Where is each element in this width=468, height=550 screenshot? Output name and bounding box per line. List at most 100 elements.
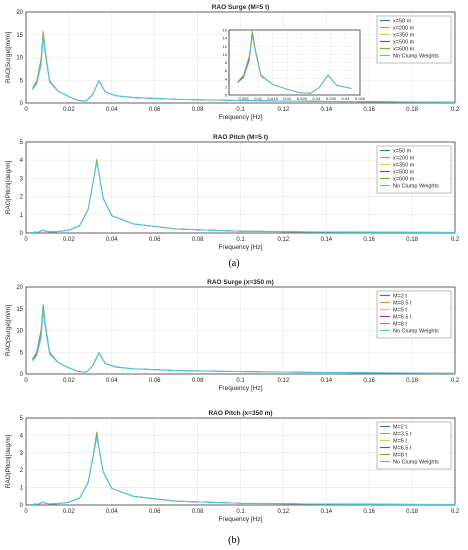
x-tick-label: 0.1 <box>236 107 245 113</box>
legend-entry: M=6.5 t <box>393 446 412 452</box>
y-tick-label: 15 <box>16 307 23 313</box>
x-tick-label: 0.08 <box>192 107 204 113</box>
chart-title: RAO Surge (x=350 m) <box>207 279 274 286</box>
y-tick-label: 5 <box>20 416 24 422</box>
y-tick-label: 5 <box>20 140 24 146</box>
legend-entry: No Clump Weights <box>393 184 439 190</box>
legend-entry: x=50 m <box>393 19 412 25</box>
legend-entry: x=350 m <box>393 33 415 39</box>
x-axis-label: Frequency [Hz] <box>218 114 262 121</box>
x-tick-label: 0.14 <box>320 107 332 113</box>
legend-entry: x=50 m <box>393 149 412 155</box>
inset-y-tick-label: 12 <box>223 44 228 49</box>
x-tick-label: 0.02 <box>63 378 75 384</box>
chart-3: RAO Surge (x=350 m) 0 0.02 0.04 0.06 0.08 0.1 0… <box>5 279 460 392</box>
inset-y-tick-label: 10 <box>223 52 228 57</box>
x-tick-label: 0.06 <box>149 107 161 113</box>
x-axis-label: Frequency [Hz] <box>218 244 262 251</box>
legend-entry: No Clump Weights <box>393 329 439 335</box>
chart-title: RAO Pitch (M=5 t) <box>213 134 268 141</box>
plot-frame <box>25 141 456 234</box>
legend-entry: M=6.5 t <box>393 315 412 321</box>
x-tick-label: 0.04 <box>106 237 118 243</box>
legend-entry: M=8 t <box>393 453 407 459</box>
y-tick-label: 2 <box>20 195 24 201</box>
chart-2: RAO Pitch (M=5 t) 0 0.02 0.04 0.06 0.08 0.1 0.1… <box>5 134 460 251</box>
x-tick-label: 0.1 <box>236 509 245 515</box>
y-axis-label: RAO|Surge|[m/m] <box>5 32 12 83</box>
y-tick-label: 5 <box>20 78 24 84</box>
x-axis-label: Frequency [Hz] <box>218 385 262 392</box>
legend: M=2 tM=3.5 tM=5 tM=6.5 tM=8 tNo Clump We… <box>376 421 452 470</box>
legend-entry: M=5 t <box>393 308 407 314</box>
y-tick-label: 0 <box>20 231 24 237</box>
chart-title: RAO Pitch (x=350 m) <box>208 410 272 417</box>
panel-caption-b: (b) <box>228 535 240 546</box>
legend-entry: M=2 t <box>393 294 407 300</box>
x-tick-label: 0.1 <box>236 378 245 384</box>
inset-x-tick-label: 0.01 <box>254 96 263 101</box>
x-tick-label: 0.02 <box>63 237 75 243</box>
charts-layer: RAO Surge (M=5 t) 0 0.02 0.04 0.06 0.08 0.1 0.1… <box>5 4 460 523</box>
x-axis-label: Frequency [Hz] <box>218 516 262 523</box>
x-tick-label: 0.18 <box>406 378 418 384</box>
y-tick-label: 5 <box>20 350 24 356</box>
x-tick-label: 0.2 <box>451 378 460 384</box>
y-tick-label: 0 <box>20 101 24 107</box>
x-tick-label: 0.16 <box>363 509 375 515</box>
inset-y-tick-label: 4 <box>225 76 228 81</box>
chart-1: RAO Surge (M=5 t) 0 0.02 0.04 0.06 0.08 0.1 0.1… <box>5 4 460 121</box>
y-tick-label: 1 <box>20 486 24 492</box>
inset-x-tick-label: 0.045 <box>355 96 366 101</box>
inset-series-line <box>237 35 352 94</box>
x-tick-label: 0.12 <box>278 107 290 113</box>
y-tick-label: 20 <box>16 285 23 291</box>
legend-entry: M=3.5 t <box>393 301 412 307</box>
legend: x=50 mx=200 mx=350 mx=500 mx=600 mNo Clu… <box>376 145 452 194</box>
x-tick-label: 0.04 <box>106 107 118 113</box>
plot-frame <box>25 286 456 375</box>
legend-entry: No Clump Weights <box>393 460 439 466</box>
legend-entry: x=500 m <box>393 170 415 176</box>
x-tick-label: 0.06 <box>149 378 161 384</box>
x-tick-label: 0.1 <box>236 237 245 243</box>
y-tick-label: 0 <box>20 503 24 509</box>
inset-border <box>228 29 361 96</box>
x-tick-label: 0.02 <box>63 107 75 113</box>
legend-entry: No Clump Weights <box>393 54 439 60</box>
chart-title: RAO Surge (M=5 t) <box>212 4 270 11</box>
legend: M=2 tM=3.5 tM=5 tM=6.5 tM=8 tNo Clump We… <box>376 290 452 339</box>
inset-chart: 0 2 4 6 8 10 12 14 16 0.005 0.01 0.015 0.02 0.025 0.03… <box>223 28 366 102</box>
y-tick-label: 0 <box>20 372 24 378</box>
x-tick-label: 0.16 <box>363 378 375 384</box>
x-tick-label: 0 <box>24 107 28 113</box>
inset-x-tick-label: 0.04 <box>342 96 351 101</box>
legend: x=50 mx=200 mx=350 mx=500 mx=600 mNo Clu… <box>376 15 452 64</box>
legend-entry: M=2 t <box>393 425 407 431</box>
series-line <box>32 36 456 103</box>
x-tick-label: 0.08 <box>192 509 204 515</box>
x-tick-label: 0.08 <box>192 237 204 243</box>
y-axis-label: RAO|Pitch|[deg/m] <box>5 435 12 489</box>
x-tick-label: 0.16 <box>363 237 375 243</box>
legend-entry: x=500 m <box>393 40 415 46</box>
x-tick-label: 0.06 <box>149 237 161 243</box>
y-tick-label: 15 <box>16 33 23 39</box>
legend-entry: x=350 m <box>393 163 415 169</box>
x-tick-label: 0 <box>24 378 28 384</box>
x-tick-label: 0 <box>24 509 28 515</box>
y-tick-label: 4 <box>20 433 24 439</box>
inset-y-tick-label: 8 <box>225 60 228 65</box>
y-tick-label: 1 <box>20 213 24 219</box>
inset-y-tick-label: 6 <box>225 68 228 73</box>
inset-y-tick-label: 14 <box>223 36 228 41</box>
legend-entry: x=200 m <box>393 26 415 32</box>
y-axis-label: RAO|Surge|[m/m] <box>5 305 12 356</box>
panel-caption-a: (a) <box>228 258 239 269</box>
chart-4: RAO Pitch (x=350 m) 0 0.02 0.04 0.06 0.08 0.1 0… <box>5 410 460 523</box>
x-tick-label: 0.04 <box>106 509 118 515</box>
x-tick-label: 0.14 <box>320 378 332 384</box>
x-tick-label: 0.16 <box>363 107 375 113</box>
inset-x-tick-label: 0.035 <box>326 96 337 101</box>
